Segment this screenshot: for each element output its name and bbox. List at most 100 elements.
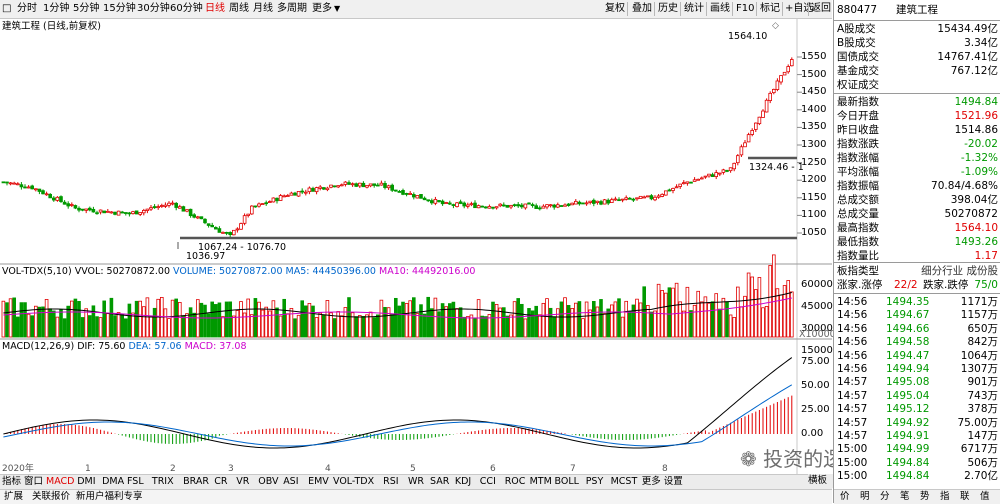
tab-extend[interactable]: 扩展 — [4, 491, 24, 502]
tab-mcst[interactable]: MCST — [610, 476, 638, 487]
period-tab-more[interactable]: 更多 — [312, 3, 332, 14]
tab-psy[interactable]: PSY — [585, 476, 604, 487]
tab-roc[interactable]: ROC — [504, 476, 526, 487]
tab-rsi[interactable]: RSI — [383, 476, 399, 487]
quote-tab-4[interactable]: 势 — [920, 491, 930, 502]
tab-brar[interactable]: BRAR — [183, 476, 209, 487]
tab-related-quotes[interactable]: 关联报价 — [32, 491, 71, 502]
tab-窗口[interactable]: 窗口 — [24, 476, 44, 487]
quote-tab-7[interactable]: 值 — [980, 491, 990, 502]
tab-kdj[interactable]: KDJ — [454, 476, 472, 487]
volume-bar — [239, 301, 243, 338]
macd-tick: 0.00 — [801, 428, 824, 439]
tick-volume: 147万 — [967, 430, 998, 442]
tab-new-user-benefit[interactable]: 新用户福利专享 — [76, 491, 143, 502]
period-tab-multi[interactable]: 多周期 — [277, 3, 307, 14]
add-watchlist-button[interactable]: +自选 — [785, 3, 814, 14]
tab-boll[interactable]: BOLL — [554, 476, 579, 487]
volume-bar — [213, 304, 218, 338]
stats-button[interactable]: 统计 — [684, 3, 704, 14]
draw-line-button[interactable]: 画线 — [710, 3, 730, 14]
tab-wr[interactable]: WR — [408, 476, 424, 487]
volume-bar — [73, 298, 78, 338]
mark-button[interactable]: 标记 — [760, 3, 780, 14]
tick-row: 14:57 1495.08 901万 — [834, 375, 1000, 389]
history-button[interactable]: 历史 — [658, 3, 678, 14]
tab-sar[interactable]: SAR — [430, 476, 450, 487]
period-tab-30min[interactable]: 30分钟 — [137, 3, 170, 14]
tab-更多[interactable]: 更多 — [641, 476, 661, 487]
quote-tab-6[interactable]: 联 — [960, 491, 970, 502]
candle — [538, 205, 542, 211]
volume-bar — [469, 314, 474, 338]
volume-bar — [34, 305, 38, 338]
period-tab-weekly[interactable]: 周线 — [229, 3, 249, 14]
period-tab-daily[interactable]: 日线 — [205, 3, 225, 14]
volume-bar — [584, 301, 589, 338]
candle — [473, 200, 477, 209]
period-tab-1min[interactable]: 1分钟 — [43, 3, 70, 14]
volume-bar — [296, 314, 301, 338]
tab-指标[interactable]: 指标 — [2, 476, 22, 487]
trade-value: 3.34亿 — [964, 37, 998, 49]
volume-bar — [638, 302, 643, 338]
period-tab-60min[interactable]: 60分钟 — [170, 3, 203, 14]
tick-volume: 901万 — [967, 376, 998, 389]
volume-bar — [782, 285, 787, 338]
volume-bar — [192, 312, 197, 338]
candle — [264, 200, 268, 206]
tab-设置[interactable]: 设置 — [663, 476, 683, 487]
tab-asi[interactable]: ASI — [283, 476, 299, 487]
candle — [300, 188, 304, 195]
quote-tab-3[interactable]: 笔 — [900, 491, 910, 502]
quote-tab-5[interactable]: 指 — [940, 491, 950, 502]
quote-tab-2[interactable]: 分 — [880, 491, 890, 502]
tab-vr[interactable]: VR — [236, 476, 250, 487]
tick-volume: 650万 — [967, 322, 998, 335]
candle — [44, 191, 49, 196]
period-tab-minute[interactable]: 分时 — [17, 3, 37, 14]
tick-row: 14:57 1495.12 378万 — [834, 402, 1000, 416]
volume-bar — [786, 280, 790, 338]
candle — [271, 197, 276, 203]
tab-trix[interactable]: TRIX — [151, 476, 174, 487]
period-tab-5min[interactable]: 5分钟 — [73, 3, 100, 14]
adjust-button[interactable]: 复权 — [605, 3, 625, 14]
tab-dma[interactable]: DMA — [102, 476, 125, 487]
quote-tab-1[interactable]: 明 — [860, 491, 870, 502]
f10-button[interactable]: F10 — [736, 3, 755, 14]
candle — [548, 204, 553, 208]
candle — [739, 144, 744, 158]
tab-obv[interactable]: OBV — [258, 476, 279, 487]
chevron-down-icon[interactable]: ▼ — [334, 4, 341, 13]
back-button[interactable]: 返回 — [811, 3, 831, 14]
candle — [678, 183, 682, 189]
period-tab-monthly[interactable]: 月线 — [253, 3, 273, 14]
volume-bar — [91, 305, 96, 338]
volume-bar — [311, 305, 315, 338]
candle — [393, 189, 398, 192]
tab-cr[interactable]: CR — [214, 476, 228, 487]
tick-time: 14:57 — [837, 376, 868, 389]
candle — [242, 213, 247, 226]
kline-chart[interactable] — [0, 19, 832, 474]
period-tab-15min[interactable]: 15分钟 — [103, 3, 136, 14]
quote-tab-0[interactable]: 价 — [840, 491, 850, 502]
layout-toggle[interactable]: 横板 — [808, 474, 833, 488]
candle — [70, 202, 74, 208]
tab-emv[interactable]: EMV — [308, 476, 329, 487]
tab-cci[interactable]: CCI — [479, 476, 496, 487]
tab-vol-tdx[interactable]: VOL-TDX — [333, 476, 375, 487]
box-icon[interactable]: □ — [2, 3, 12, 14]
volume-bar — [336, 311, 340, 338]
tab-fsl[interactable]: FSL — [127, 476, 144, 487]
tab-mtm[interactable]: MTM — [529, 476, 552, 487]
tab-dmi[interactable]: DMI — [77, 476, 96, 487]
tick-time: 15:00 — [837, 443, 868, 456]
volume-bar — [483, 316, 488, 338]
overlay-button[interactable]: 叠加 — [632, 3, 652, 14]
candle — [613, 196, 618, 201]
volume-bar — [556, 308, 560, 338]
volume-bar — [62, 318, 67, 338]
tab-macd[interactable]: MACD — [46, 476, 75, 487]
